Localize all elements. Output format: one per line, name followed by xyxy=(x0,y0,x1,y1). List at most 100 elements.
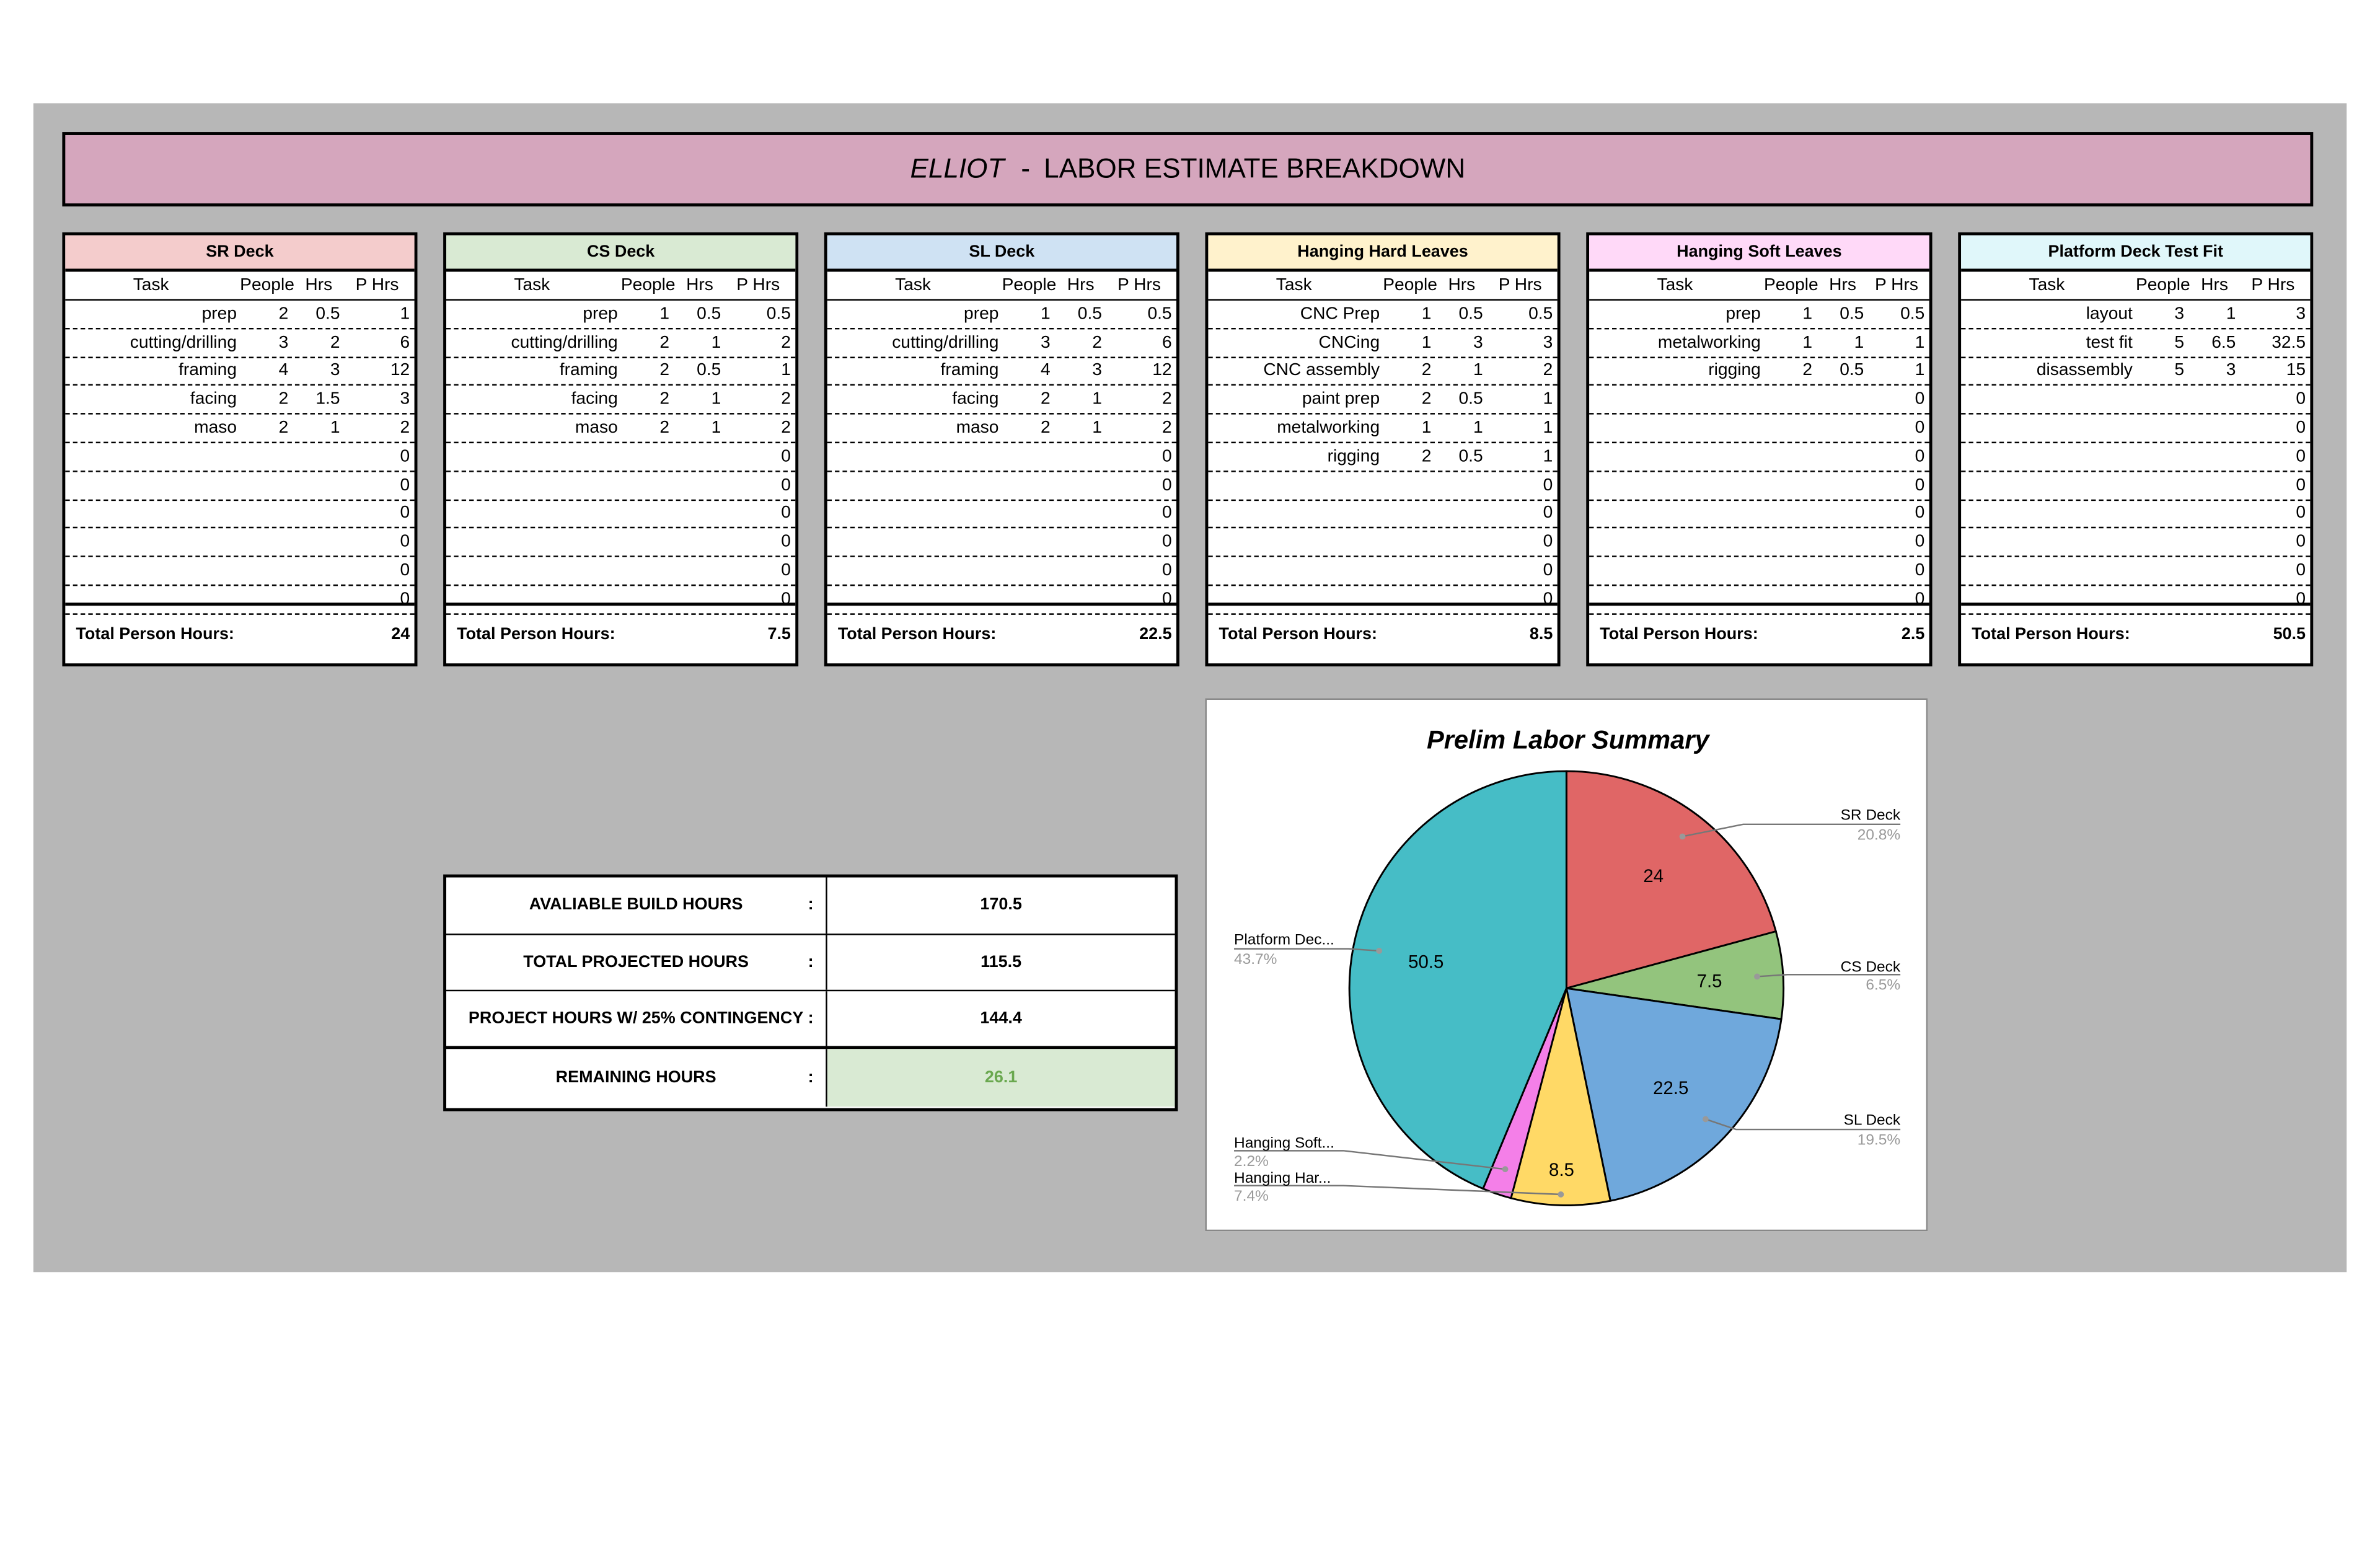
cell-person-hrs[interactable]: 0 xyxy=(1915,533,1925,552)
table-row[interactable]: maso 2 1 2 xyxy=(827,415,1176,444)
cell-people[interactable]: 2 xyxy=(1041,419,1051,438)
cell-task[interactable]: cutting/drilling xyxy=(130,333,237,352)
cell-task[interactable]: framing xyxy=(940,362,999,381)
summary-value[interactable]: 26.1 xyxy=(827,1048,1175,1106)
cell-task[interactable]: prep xyxy=(1726,304,1761,324)
cell-person-hrs[interactable]: 0 xyxy=(1543,562,1553,580)
summary-value[interactable]: 144.4 xyxy=(980,1009,1022,1028)
cell-person-hrs[interactable]: 0 xyxy=(400,505,410,523)
table-row[interactable]: 0 xyxy=(1208,529,1558,558)
cell-person-hrs[interactable]: 1 xyxy=(1543,391,1553,409)
table-row[interactable]: 0 xyxy=(1589,386,1929,415)
cell-task[interactable]: facing xyxy=(190,391,237,409)
cell-person-hrs[interactable]: 0 xyxy=(2296,391,2306,409)
cell-task[interactable]: metalworking xyxy=(1277,419,1380,438)
cell-people[interactable]: 1 xyxy=(1802,333,1813,352)
table-row[interactable]: 0 xyxy=(446,443,796,472)
cell-people[interactable]: 2 xyxy=(278,419,289,438)
cell-person-hrs[interactable]: 1 xyxy=(1543,419,1553,438)
table-row[interactable]: 0 xyxy=(1961,529,2311,558)
cell-person-hrs[interactable]: 0 xyxy=(1161,448,1172,466)
cell-hrs[interactable]: 1.5 xyxy=(315,391,340,409)
cell-person-hrs[interactable]: 3 xyxy=(2296,304,2306,324)
table-row[interactable]: 0 xyxy=(65,529,415,558)
cell-task[interactable]: paint prep xyxy=(1302,391,1380,409)
table-row[interactable]: 0 xyxy=(65,557,415,586)
table-row[interactable]: framing 2 0.5 1 xyxy=(446,358,796,387)
table-row[interactable]: cutting/drilling 2 1 2 xyxy=(446,329,796,358)
cell-person-hrs[interactable]: 0 xyxy=(781,476,791,495)
cell-people[interactable]: 2 xyxy=(1421,391,1432,409)
cell-task[interactable]: maso xyxy=(575,419,618,438)
cell-hrs[interactable]: 1 xyxy=(711,419,721,438)
cell-hrs[interactable]: 1 xyxy=(711,391,721,409)
table-row[interactable]: 0 xyxy=(1208,472,1558,501)
cell-people[interactable]: 3 xyxy=(1041,333,1051,352)
cell-hrs[interactable]: 3 xyxy=(1092,362,1102,381)
cell-people[interactable]: 4 xyxy=(1041,362,1051,381)
cell-person-hrs[interactable]: 0 xyxy=(1915,505,1925,523)
cell-hrs[interactable]: 1 xyxy=(1092,419,1102,438)
cell-person-hrs[interactable]: 0 xyxy=(781,562,791,580)
table-row[interactable]: 0 xyxy=(1589,415,1929,444)
cell-hrs[interactable]: 0.5 xyxy=(315,304,340,324)
summary-value[interactable]: 115.5 xyxy=(981,953,1022,971)
cell-hrs[interactable]: 0.5 xyxy=(1458,304,1483,324)
cell-hrs[interactable]: 6.5 xyxy=(2211,333,2236,352)
cell-person-hrs[interactable]: 0 xyxy=(1161,562,1172,580)
cell-people[interactable]: 4 xyxy=(278,362,289,381)
cell-hrs[interactable]: 0.5 xyxy=(1077,304,1102,324)
cell-hrs[interactable]: 0.5 xyxy=(697,362,721,381)
cell-task[interactable]: prep xyxy=(964,304,999,324)
cell-hrs[interactable]: 3 xyxy=(1473,333,1483,352)
table-row[interactable]: facing 2 1 2 xyxy=(446,386,796,415)
table-row[interactable]: 0 xyxy=(827,529,1176,558)
cell-people[interactable]: 1 xyxy=(1041,304,1051,324)
cell-person-hrs[interactable]: 6 xyxy=(400,333,410,352)
cell-hrs[interactable]: 2 xyxy=(1092,333,1102,352)
table-row[interactable]: maso 2 1 2 xyxy=(446,415,796,444)
cell-task[interactable]: prep xyxy=(583,304,618,324)
table-row[interactable]: 0 xyxy=(1961,415,2311,444)
cell-people[interactable]: 2 xyxy=(1421,362,1432,381)
table-row[interactable]: 0 xyxy=(1961,472,2311,501)
cell-person-hrs[interactable]: 0 xyxy=(1543,476,1553,495)
cell-person-hrs[interactable]: 32.5 xyxy=(2272,333,2306,352)
table-row[interactable]: prep 2 0.5 1 xyxy=(65,301,415,329)
cell-task[interactable]: disassembly xyxy=(2036,362,2133,381)
cell-person-hrs[interactable]: 0 xyxy=(781,505,791,523)
table-row[interactable]: 0 xyxy=(1961,557,2311,586)
cell-task[interactable]: metalworking xyxy=(1657,333,1761,352)
cell-task[interactable]: facing xyxy=(952,391,999,409)
table-row[interactable]: 0 xyxy=(446,500,796,529)
table-row[interactable]: prep 1 0.5 0.5 xyxy=(827,301,1176,329)
cell-person-hrs[interactable]: 1 xyxy=(1915,362,1925,381)
cell-task[interactable]: cutting/drilling xyxy=(511,333,618,352)
table-row[interactable]: cutting/drilling 3 2 6 xyxy=(65,329,415,358)
cell-person-hrs[interactable]: 2 xyxy=(781,419,791,438)
table-row[interactable]: framing 4 3 12 xyxy=(65,358,415,387)
table-row[interactable]: 0 xyxy=(1208,500,1558,529)
table-row[interactable]: 0 xyxy=(446,529,796,558)
cell-person-hrs[interactable]: 0 xyxy=(1543,533,1553,552)
cell-people[interactable]: 2 xyxy=(278,304,289,324)
cell-person-hrs[interactable]: 12 xyxy=(390,362,410,381)
cell-hrs[interactable]: 1 xyxy=(1092,391,1102,409)
cell-person-hrs[interactable]: 2 xyxy=(781,333,791,352)
cell-person-hrs[interactable]: 15 xyxy=(2286,362,2306,381)
cell-person-hrs[interactable]: 0 xyxy=(1161,476,1172,495)
table-row[interactable]: facing 2 1.5 3 xyxy=(65,386,415,415)
cell-hrs[interactable]: 0.5 xyxy=(1840,362,1864,381)
cell-task[interactable]: maso xyxy=(194,419,237,438)
cell-task[interactable]: CNC Prep xyxy=(1300,304,1380,324)
cell-people[interactable]: 2 xyxy=(659,333,670,352)
cell-hrs[interactable]: 3 xyxy=(330,362,340,381)
cell-hrs[interactable]: 1 xyxy=(2226,304,2236,324)
table-row[interactable]: prep 1 0.5 0.5 xyxy=(446,301,796,329)
cell-people[interactable]: 2 xyxy=(659,419,670,438)
cell-hrs[interactable]: 1 xyxy=(1473,362,1483,381)
table-row[interactable]: metalworking 1 1 1 xyxy=(1589,329,1929,358)
cell-person-hrs[interactable]: 1 xyxy=(781,362,791,381)
cell-person-hrs[interactable]: 2 xyxy=(1543,362,1553,381)
table-row[interactable]: 0 xyxy=(1961,443,2311,472)
